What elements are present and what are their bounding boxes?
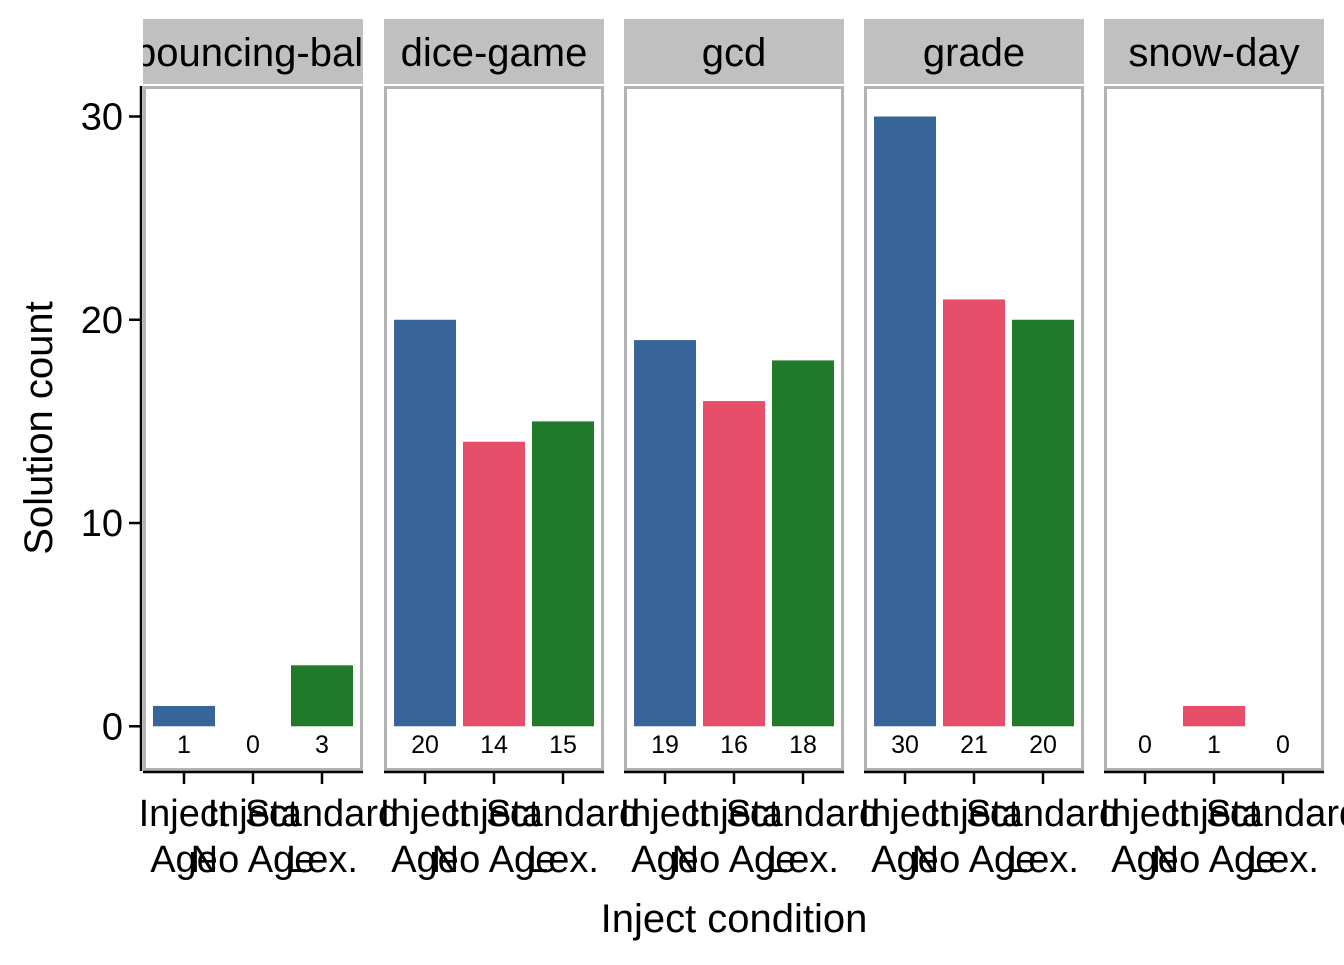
data-label: 0: [1276, 731, 1290, 759]
data-label: 0: [246, 731, 260, 759]
x-tick-label-line2: Lex.: [767, 839, 839, 881]
x-tick-label-line2: No Age: [191, 839, 316, 881]
data-label: 1: [177, 731, 191, 759]
bar-grade-1: [943, 299, 1005, 727]
bar-gcd-1: [703, 401, 765, 727]
x-tick-label-line2: Lex.: [527, 839, 599, 881]
x-tick-label-line1: Inject: [1100, 793, 1191, 835]
x-axis-title: Inject condition: [601, 897, 868, 941]
bar-gcd-2: [772, 360, 834, 727]
x-tick-label-line1: Standard: [1206, 793, 1344, 835]
bar-dice-game-2: [532, 421, 594, 727]
x-tick-label-line1: Inject: [620, 793, 711, 835]
bar-dice-game-1: [463, 441, 525, 727]
facet-strip: [624, 19, 844, 84]
facet-strip: [1104, 19, 1324, 84]
facet-strip: [864, 19, 1084, 84]
x-tick-label-line2: Lex.: [1007, 839, 1079, 881]
facet-strip-title: bouncing-ball: [134, 31, 372, 75]
x-tick-label-line2: No Age: [672, 839, 797, 881]
bar-bouncing-ball-0: [153, 705, 215, 727]
bar-dice-game-0: [394, 319, 456, 727]
data-label: 16: [720, 731, 748, 759]
panel-border: [384, 86, 604, 771]
x-tick-label-line1: Standard: [486, 793, 640, 835]
y-tick-label: 30: [81, 96, 123, 138]
data-label: 3: [315, 731, 329, 759]
data-label: 0: [1138, 731, 1152, 759]
data-label: 14: [480, 731, 508, 759]
data-label: 20: [1029, 731, 1057, 759]
data-label: 15: [549, 731, 577, 759]
x-tick-label-line2: Age: [1111, 839, 1179, 881]
data-label: 20: [411, 731, 439, 759]
x-tick-label-line1: Inject: [689, 793, 780, 835]
x-tick-label-line1: Inject: [1169, 793, 1260, 835]
bar-snow-day-1: [1183, 705, 1245, 727]
data-label: 18: [789, 731, 817, 759]
facet-strip: [143, 19, 363, 84]
data-label: 19: [651, 731, 679, 759]
y-tick-label: 20: [81, 300, 123, 342]
x-tick-label-line1: Standard: [966, 793, 1120, 835]
facet-strip: [384, 19, 604, 84]
facet-strip-title: snow-day: [1128, 31, 1299, 75]
facet-strip-title: dice-game: [401, 31, 588, 75]
panel-border: [143, 86, 363, 771]
x-tick-label-line1: Inject: [929, 793, 1020, 835]
x-tick-label-line2: No Age: [1152, 839, 1277, 881]
y-tick-label: 0: [102, 706, 123, 748]
bar-grade-0: [874, 116, 936, 727]
x-tick-label-line2: Age: [391, 839, 459, 881]
x-tick-label-line1: Inject: [860, 793, 951, 835]
x-tick-label-line1: Standard: [726, 793, 880, 835]
x-tick-label-line1: Inject: [208, 793, 299, 835]
x-tick-label-line1: Inject: [139, 793, 230, 835]
x-tick-label-line1: Inject: [380, 793, 471, 835]
bar-grade-2: [1012, 319, 1074, 727]
x-tick-label-line2: Age: [871, 839, 939, 881]
x-tick-label-line2: No Age: [432, 839, 557, 881]
facet-strip-title: gcd: [702, 31, 767, 75]
data-label: 1: [1207, 731, 1221, 759]
y-tick-label: 10: [81, 503, 123, 545]
x-tick-label-line1: Standard: [245, 793, 399, 835]
bar-bouncing-ball-2: [291, 665, 353, 727]
y-axis-title: Solution count: [17, 301, 61, 555]
x-tick-label-line1: Inject: [449, 793, 540, 835]
x-tick-label-line2: Age: [150, 839, 218, 881]
panel-border: [624, 86, 844, 771]
facet-strip-title: grade: [923, 31, 1025, 75]
x-tick-label-line2: Age: [631, 839, 699, 881]
data-label: 30: [891, 731, 919, 759]
data-label: 21: [960, 731, 988, 759]
bar-gcd-0: [634, 340, 696, 727]
x-tick-label-line2: Lex.: [1247, 839, 1319, 881]
panel-border: [1104, 86, 1324, 771]
x-tick-label-line2: Lex.: [286, 839, 358, 881]
panel-border: [864, 86, 1084, 771]
x-tick-label-line2: No Age: [912, 839, 1037, 881]
